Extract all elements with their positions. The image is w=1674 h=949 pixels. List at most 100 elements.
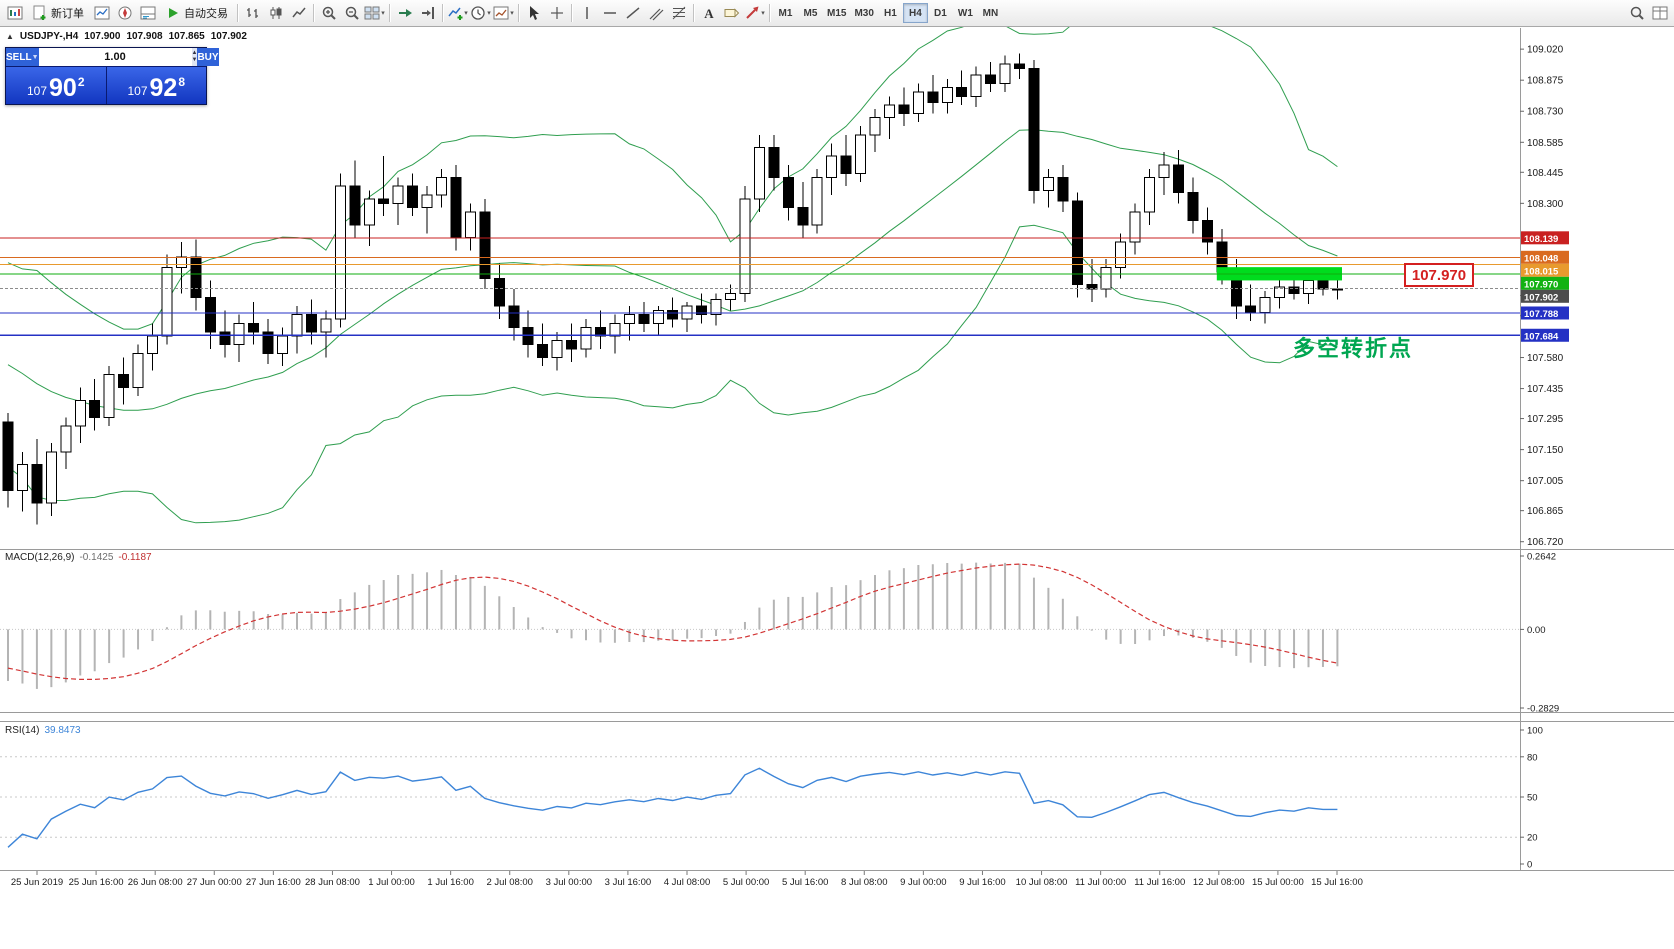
time-axis[interactable]: 25 Jun 2019 25 Jun 16:00 26 Jun 08:00 27 Ju…: [11, 871, 1363, 888]
cursor-icon[interactable]: [522, 2, 545, 24]
crosshair-icon[interactable]: [545, 2, 568, 24]
bollinger-bands: [7, 1, 1338, 524]
timeframe-m30[interactable]: M30: [854, 7, 874, 19]
new-order-button-label: 新订单: [51, 8, 84, 20]
svg-text:108.139: 108.139: [1524, 234, 1558, 245]
new-order-button[interactable]: 新订单: [26, 2, 90, 24]
periods-icon[interactable]: ▾: [469, 2, 492, 24]
turning-point-note[interactable]: 多空转折点: [1293, 336, 1414, 361]
dropdown-caret-icon: ▾: [761, 10, 765, 17]
panel-collapse-icon[interactable]: ▲: [6, 32, 14, 41]
timeframe-h4[interactable]: H4: [902, 3, 928, 23]
bar-chart-icon[interactable]: [241, 2, 264, 24]
volume-dropdown-icon[interactable]: ▼: [31, 48, 39, 66]
auto-scroll-icon: [398, 9, 412, 17]
buy-label[interactable]: BUY: [197, 48, 219, 66]
sell-label[interactable]: SELL: [6, 48, 32, 66]
arrow-shapes-icon[interactable]: ▾: [743, 2, 766, 24]
buy-button[interactable]: 107 92 8: [106, 67, 206, 104]
zoom-in-icon[interactable]: [317, 2, 340, 24]
timeframe-w1[interactable]: W1: [957, 7, 973, 19]
autotrading-button[interactable]: 自动交易: [159, 2, 234, 24]
timeframe-m15[interactable]: M15: [827, 7, 847, 19]
data-window-icon[interactable]: [1648, 2, 1671, 24]
autotrading-button-label: 自动交易: [184, 8, 228, 20]
symbol-period-label: USDJPY-,H4: [19, 31, 79, 42]
time-label: 2 Jul 08:00: [486, 877, 532, 888]
time-label: 9 Jul 16:00: [959, 877, 1005, 888]
terminal-icon[interactable]: [136, 2, 159, 24]
timeframe-m5[interactable]: M5: [803, 7, 818, 19]
terminal-icon: [140, 6, 155, 20]
templates-icon: [493, 6, 509, 20]
price-tag-108.048: [1521, 250, 1569, 264]
macd-indicator-label: MACD(12,26,9) -0.1425 -0.1187: [5, 552, 152, 563]
text-icon[interactable]: A: [697, 2, 720, 24]
autotrading-icon: [169, 8, 178, 18]
vertical-line-icon[interactable]: [575, 2, 598, 24]
periods-icon: [471, 6, 485, 20]
svg-text:50: 50: [1527, 793, 1538, 804]
toolbar-separator: [693, 4, 694, 22]
price-tag-108.015: [1521, 263, 1569, 277]
candlestick-chart-icon[interactable]: [264, 2, 287, 24]
navigator-icon[interactable]: [113, 2, 136, 24]
tile-windows-icon: [364, 6, 380, 20]
rsi-plot: 100 80 50 20 0: [0, 726, 1543, 871]
market-watch-icon[interactable]: [90, 2, 113, 24]
fibonacci-icon[interactable]: [667, 2, 690, 24]
panel-separators[interactable]: [0, 28, 1674, 871]
templates-icon[interactable]: ▾: [492, 2, 515, 24]
price-scale[interactable]: 109.020 108.875 108.730 108.585 108.445 108.3…: [1520, 45, 1569, 549]
indicators-icon: [448, 7, 463, 20]
time-label: 27 Jun 16:00: [246, 877, 301, 888]
price-scale-label: 107.580: [1527, 353, 1564, 364]
svg-text:0.2642: 0.2642: [1527, 552, 1556, 563]
time-label: 27 Jun 00:00: [187, 877, 242, 888]
volume-input[interactable]: [38, 48, 192, 66]
text-label-icon[interactable]: [720, 2, 743, 24]
timeframe-mn[interactable]: MN: [982, 7, 999, 19]
chart-shift-icon[interactable]: [416, 2, 439, 24]
price-scale-label: 108.730: [1527, 107, 1564, 118]
time-label: 3 Jul 16:00: [605, 877, 651, 888]
new-order-icon: [33, 5, 46, 20]
time-label: 11 Jul 16:00: [1134, 877, 1185, 888]
svg-text:20: 20: [1527, 833, 1538, 844]
time-label: 28 Jun 08:00: [305, 877, 360, 888]
time-label: 5 Jul 00:00: [723, 877, 769, 888]
timeframe-toolbar: M1 M5 M15 M30 H1 H4 D1 W1 MN: [773, 3, 1003, 23]
price-scale-label: 108.585: [1527, 138, 1564, 149]
price-callout-label[interactable]: 107.970: [1404, 263, 1474, 287]
dropdown-caret-icon: ▾: [381, 10, 385, 17]
search-icon[interactable]: [1625, 2, 1648, 24]
timeframe-h1[interactable]: H1: [884, 7, 897, 19]
chart-window-icon[interactable]: [3, 2, 26, 24]
tile-windows-icon[interactable]: ▾: [363, 2, 386, 24]
sell-button[interactable]: 107 90 2: [6, 67, 107, 104]
indicators-icon[interactable]: ▾: [446, 2, 469, 24]
trendline-icon[interactable]: [621, 2, 644, 24]
crosshair-icon: [550, 7, 563, 19]
svg-text:107.684: 107.684: [1524, 331, 1559, 342]
toolbar-separator: [313, 4, 314, 22]
dropdown-caret-icon: ▾: [487, 10, 491, 17]
auto-scroll-icon[interactable]: [393, 2, 416, 24]
time-label: 4 Jul 08:00: [664, 877, 710, 888]
timeframe-d1[interactable]: D1: [934, 7, 947, 19]
svg-text:108.048: 108.048: [1524, 253, 1558, 264]
timeframe-m1[interactable]: M1: [778, 7, 793, 19]
channel-icon[interactable]: [644, 2, 667, 24]
horizontal-line-icon[interactable]: [598, 2, 621, 24]
svg-text:A: A: [704, 6, 714, 21]
price-tag-107.684: [1521, 328, 1569, 342]
price-scale-label: 109.020: [1527, 45, 1564, 56]
vertical-line-icon: [585, 7, 588, 19]
toolbar-separator: [237, 4, 238, 22]
zoom-out-icon[interactable]: [340, 2, 363, 24]
zoom-out-icon: [345, 6, 359, 20]
line-chart-icon[interactable]: [287, 2, 310, 24]
volume-stepper[interactable]: ▲ ▼: [191, 48, 198, 66]
